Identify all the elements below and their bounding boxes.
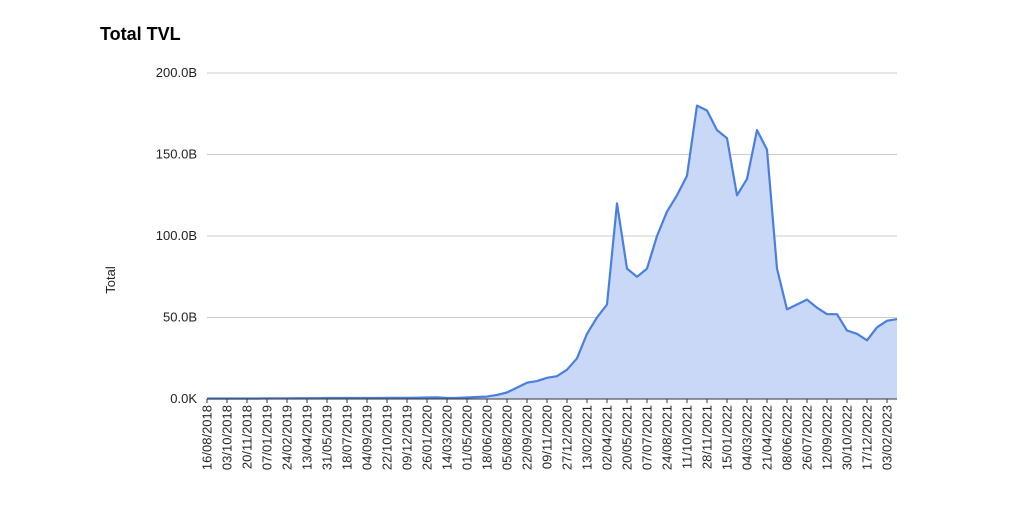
x-tick-label: 03/10/2018 — [220, 405, 235, 470]
x-tick-label: 22/09/2020 — [520, 405, 535, 470]
x-tick-label: 13/04/2019 — [300, 405, 315, 470]
chart-title: Total TVL — [100, 24, 181, 44]
x-tick-label: 07/01/2019 — [260, 405, 275, 470]
x-tick-label: 27/12/2020 — [560, 405, 575, 470]
x-tick-label: 16/08/2018 — [200, 405, 215, 470]
x-tick-label: 11/10/2021 — [680, 405, 695, 469]
x-tick-label: 14/03/2020 — [440, 405, 455, 470]
y-axis-title: Total — [103, 266, 118, 294]
x-tick-label: 17/12/2022 — [860, 405, 875, 470]
x-tick-label: 09/11/2020 — [540, 405, 555, 469]
x-tick-label: 01/05/2020 — [460, 405, 475, 470]
x-tick-label: 03/02/2023 — [880, 405, 895, 470]
x-tick-label: 18/06/2020 — [480, 405, 495, 470]
x-tick-label: 04/09/2019 — [360, 405, 375, 470]
x-tick-label: 15/01/2022 — [720, 405, 735, 470]
x-tick-label: 20/11/2018 — [240, 405, 255, 469]
x-tick-label: 08/06/2022 — [780, 405, 795, 470]
x-tick-label: 04/03/2022 — [740, 405, 755, 470]
line — [207, 104, 898, 400]
y-tick-label: 50.0B — [163, 310, 197, 325]
y-tick-label: 200.0B — [156, 65, 197, 80]
x-tick-label: 20/05/2021 — [620, 405, 635, 470]
x-tick-label: 22/10/2019 — [380, 405, 395, 470]
x-tick-label: 09/12/2019 — [400, 405, 415, 470]
x-tick-label: 02/04/2021 — [600, 405, 615, 470]
x-tick-label: 12/09/2022 — [820, 405, 835, 470]
y-tick-label: 150.0B — [156, 147, 197, 162]
x-tick-label: 30/10/2022 — [840, 405, 855, 470]
x-tick-label: 28/11/2021 — [700, 405, 715, 469]
x-tick-label: 07/07/2021 — [640, 405, 655, 470]
x-tick-label: 31/05/2019 — [320, 405, 335, 470]
x-tick-label: 24/02/2019 — [280, 405, 295, 470]
x-tick-label: 05/08/2020 — [500, 405, 515, 470]
x-tick-label: 24/08/2021 — [660, 405, 675, 470]
x-tick-label: 26/01/2020 — [420, 405, 435, 470]
area — [207, 105, 897, 399]
y-tick-label: 0.0K — [170, 391, 197, 406]
y-tick-label: 100.0B — [156, 228, 197, 243]
x-tick-label: 26/07/2022 — [800, 405, 815, 470]
x-tick-label: 21/04/2022 — [760, 405, 775, 470]
x-tick-label: 18/07/2019 — [340, 405, 355, 470]
x-tick-label: 13/02/2021 — [580, 405, 595, 470]
